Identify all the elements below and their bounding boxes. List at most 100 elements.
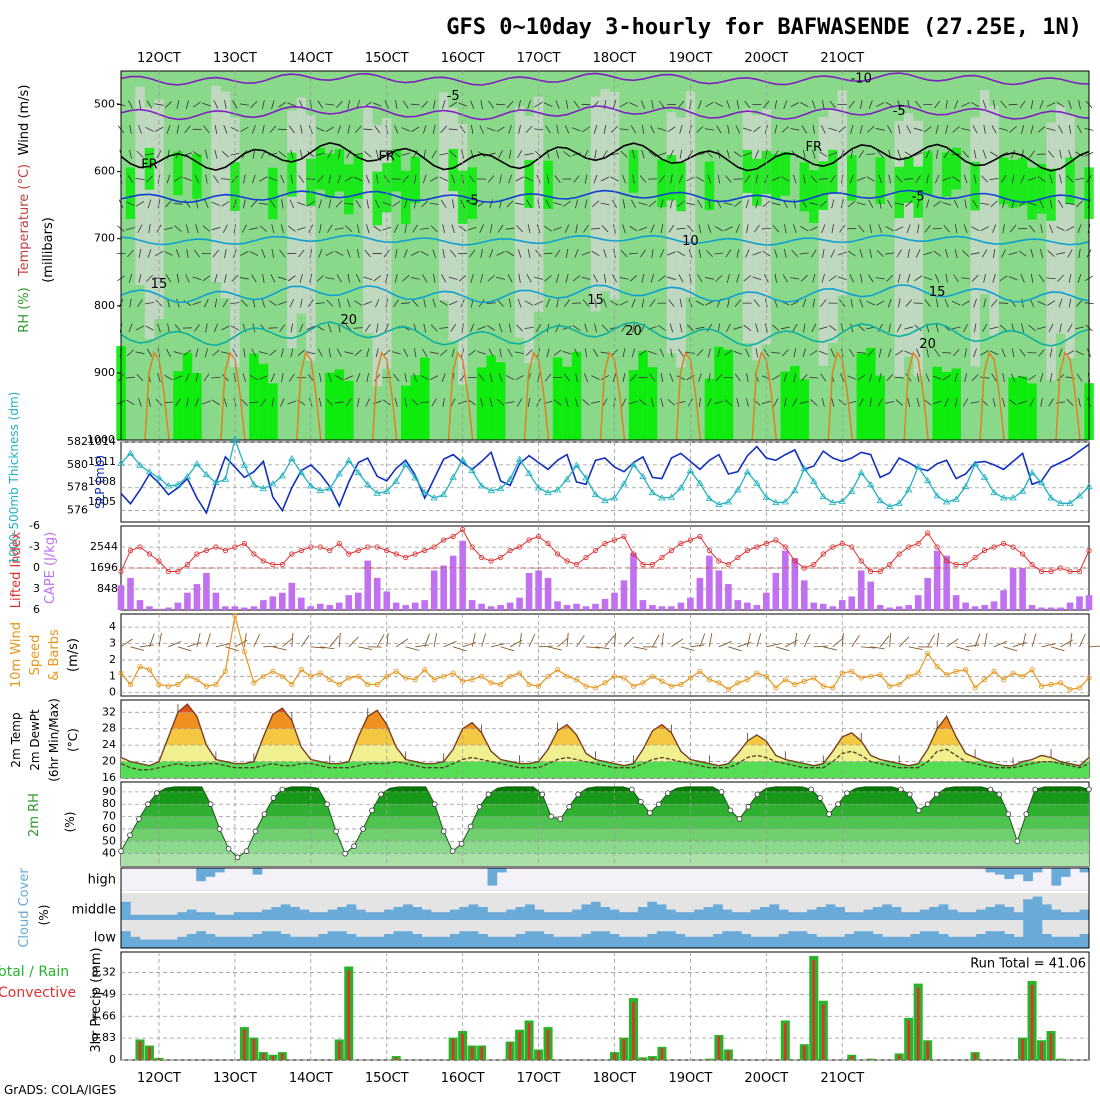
wind10m-speed-point — [1000, 676, 1007, 683]
wind-barb — [524, 152, 534, 156]
wind-barb — [565, 248, 569, 258]
slp-point — [648, 488, 657, 496]
wind-barb — [850, 323, 854, 333]
wind10m-speed-point — [308, 673, 314, 679]
cloud-low-bar — [365, 936, 376, 948]
wind-barb — [498, 149, 504, 159]
lifted-index-point — [479, 554, 485, 561]
wind-barb — [527, 100, 531, 109]
wind-barb — [231, 274, 239, 282]
wind-barb — [916, 199, 920, 209]
wind-barb — [771, 374, 780, 381]
slp-point — [250, 480, 258, 488]
cloud-mid-bar — [290, 907, 300, 920]
slp-point — [515, 455, 524, 462]
wind-barb — [334, 401, 344, 404]
lifted-index-point — [412, 551, 418, 557]
wind-barb — [489, 373, 493, 383]
wind-barb — [734, 200, 742, 208]
wind-barb — [1021, 149, 1024, 159]
cloud-mid-bar — [854, 912, 864, 920]
wind10m-barb — [936, 632, 940, 647]
wind10m-barb — [376, 634, 385, 648]
rh-dry-cell — [448, 107, 458, 341]
wind10m-speed-point — [118, 670, 124, 676]
wind-barb — [376, 323, 379, 333]
wind-barb — [138, 248, 142, 258]
rh2m-point — [333, 828, 339, 835]
wind10m-barb — [794, 632, 798, 647]
cloud-low-bar — [534, 931, 545, 948]
wind-barb — [126, 349, 135, 357]
rh-moist-cell — [1017, 158, 1028, 206]
precip-conv-bar — [337, 1041, 341, 1060]
bottom-date-tick: 19OCT — [669, 1071, 713, 1086]
lifted-index-point — [526, 537, 532, 543]
wind-barb — [753, 299, 760, 307]
precip-conv-bar — [252, 1038, 256, 1060]
wind-barb — [774, 100, 778, 110]
wind10m-barb — [130, 646, 145, 651]
wind-barb — [971, 374, 979, 382]
wind-barb — [543, 102, 553, 107]
wind10m-barb — [272, 646, 287, 651]
lifted-index-point — [422, 547, 428, 554]
wind-barb — [411, 398, 419, 406]
rh-dry-cell — [154, 99, 164, 320]
wind-barb — [983, 298, 986, 308]
wind-barb — [525, 300, 534, 306]
wind10m-speed-point — [915, 670, 921, 676]
precip-tick-label: 1.66 — [92, 1009, 117, 1022]
cloud-mid-bar — [214, 914, 225, 920]
cloud-mid-bar — [158, 914, 169, 920]
wind-barb — [631, 298, 636, 308]
slp-point — [487, 486, 495, 494]
cloud-low-bar — [506, 936, 517, 948]
rh2m-point — [431, 801, 438, 808]
wind10m-speed-point — [232, 613, 238, 619]
cloud-mid-bar — [1051, 909, 1062, 920]
bottom-date-tick: 16OCT — [441, 1071, 485, 1086]
cloud-low-bar — [139, 939, 150, 948]
wind10m-speed-point — [611, 673, 618, 679]
wind-barb — [375, 348, 379, 358]
cape-bar — [307, 606, 315, 610]
wind-barb — [650, 125, 655, 134]
wind-barb — [876, 150, 884, 158]
slp-point — [933, 492, 941, 499]
wind-barb — [138, 273, 142, 283]
cloud-low-bar — [722, 931, 733, 948]
wind-barb — [686, 324, 694, 332]
wind-barb — [666, 276, 676, 280]
wind-barb — [811, 249, 817, 258]
wind-barb — [1066, 175, 1074, 183]
lifted-index-point — [270, 561, 276, 568]
precip-conv-bar — [869, 1059, 873, 1060]
cape-bar — [279, 592, 286, 610]
wind10m-barb — [841, 632, 844, 647]
wind-barb — [337, 174, 342, 184]
lifted-index-point — [811, 561, 817, 568]
wind-barb — [440, 125, 447, 133]
wind-barb — [1059, 149, 1062, 159]
wind10m-speed-point — [450, 670, 456, 676]
wind-barb — [822, 248, 825, 258]
wind10m-speed-point — [782, 676, 788, 683]
wind-barb — [591, 200, 600, 208]
wind-barb — [250, 101, 258, 108]
wind10m-barb — [253, 633, 261, 647]
temp2m-axis-label: (6hr Min/Max) — [47, 698, 61, 782]
wind-barb — [422, 174, 427, 184]
wind-barb — [186, 397, 189, 407]
wind10m-barb — [139, 644, 154, 648]
lifted-index-point — [336, 540, 342, 547]
wind10m-barb — [728, 646, 742, 652]
rh2m-point — [817, 795, 823, 801]
wind-barb — [905, 200, 913, 208]
cloud-mid-bar — [421, 909, 432, 920]
wind-barb — [325, 103, 335, 106]
wind-barb — [1067, 323, 1073, 333]
wind-barb — [809, 350, 818, 356]
cape-bar — [430, 570, 438, 610]
wind-barb — [496, 251, 505, 256]
